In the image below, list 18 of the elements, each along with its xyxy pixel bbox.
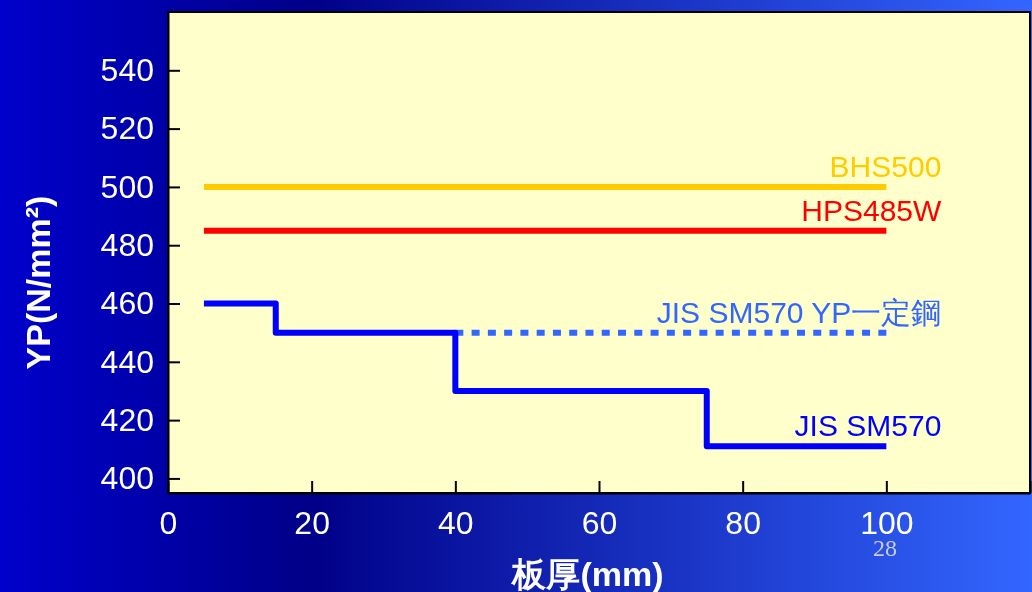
- series-label: JIS SM570: [794, 409, 942, 443]
- y-tick-label: 460: [100, 285, 154, 322]
- y-tick-label: 400: [100, 460, 154, 497]
- y-tick-label: 540: [100, 52, 154, 89]
- x-tick-label: 80: [725, 504, 761, 541]
- series-label: BHS500: [829, 149, 942, 183]
- y-tick-label: 480: [100, 226, 154, 263]
- y-tick-label: 440: [100, 343, 154, 380]
- series-label: JIS SM570 YP一定鋼: [656, 295, 942, 329]
- x-tick-label: 40: [438, 504, 474, 541]
- x-tick-label: 60: [581, 504, 618, 541]
- y-tick-label: 500: [100, 168, 154, 205]
- x-tick-label: 20: [294, 504, 330, 541]
- x-tick-label: 0: [159, 504, 178, 541]
- y-axis-title: YP(N/mm²): [19, 195, 57, 370]
- y-tick-label: 420: [100, 401, 154, 438]
- series-label: HPS485W: [801, 193, 943, 227]
- y-tick-label: 520: [100, 110, 154, 147]
